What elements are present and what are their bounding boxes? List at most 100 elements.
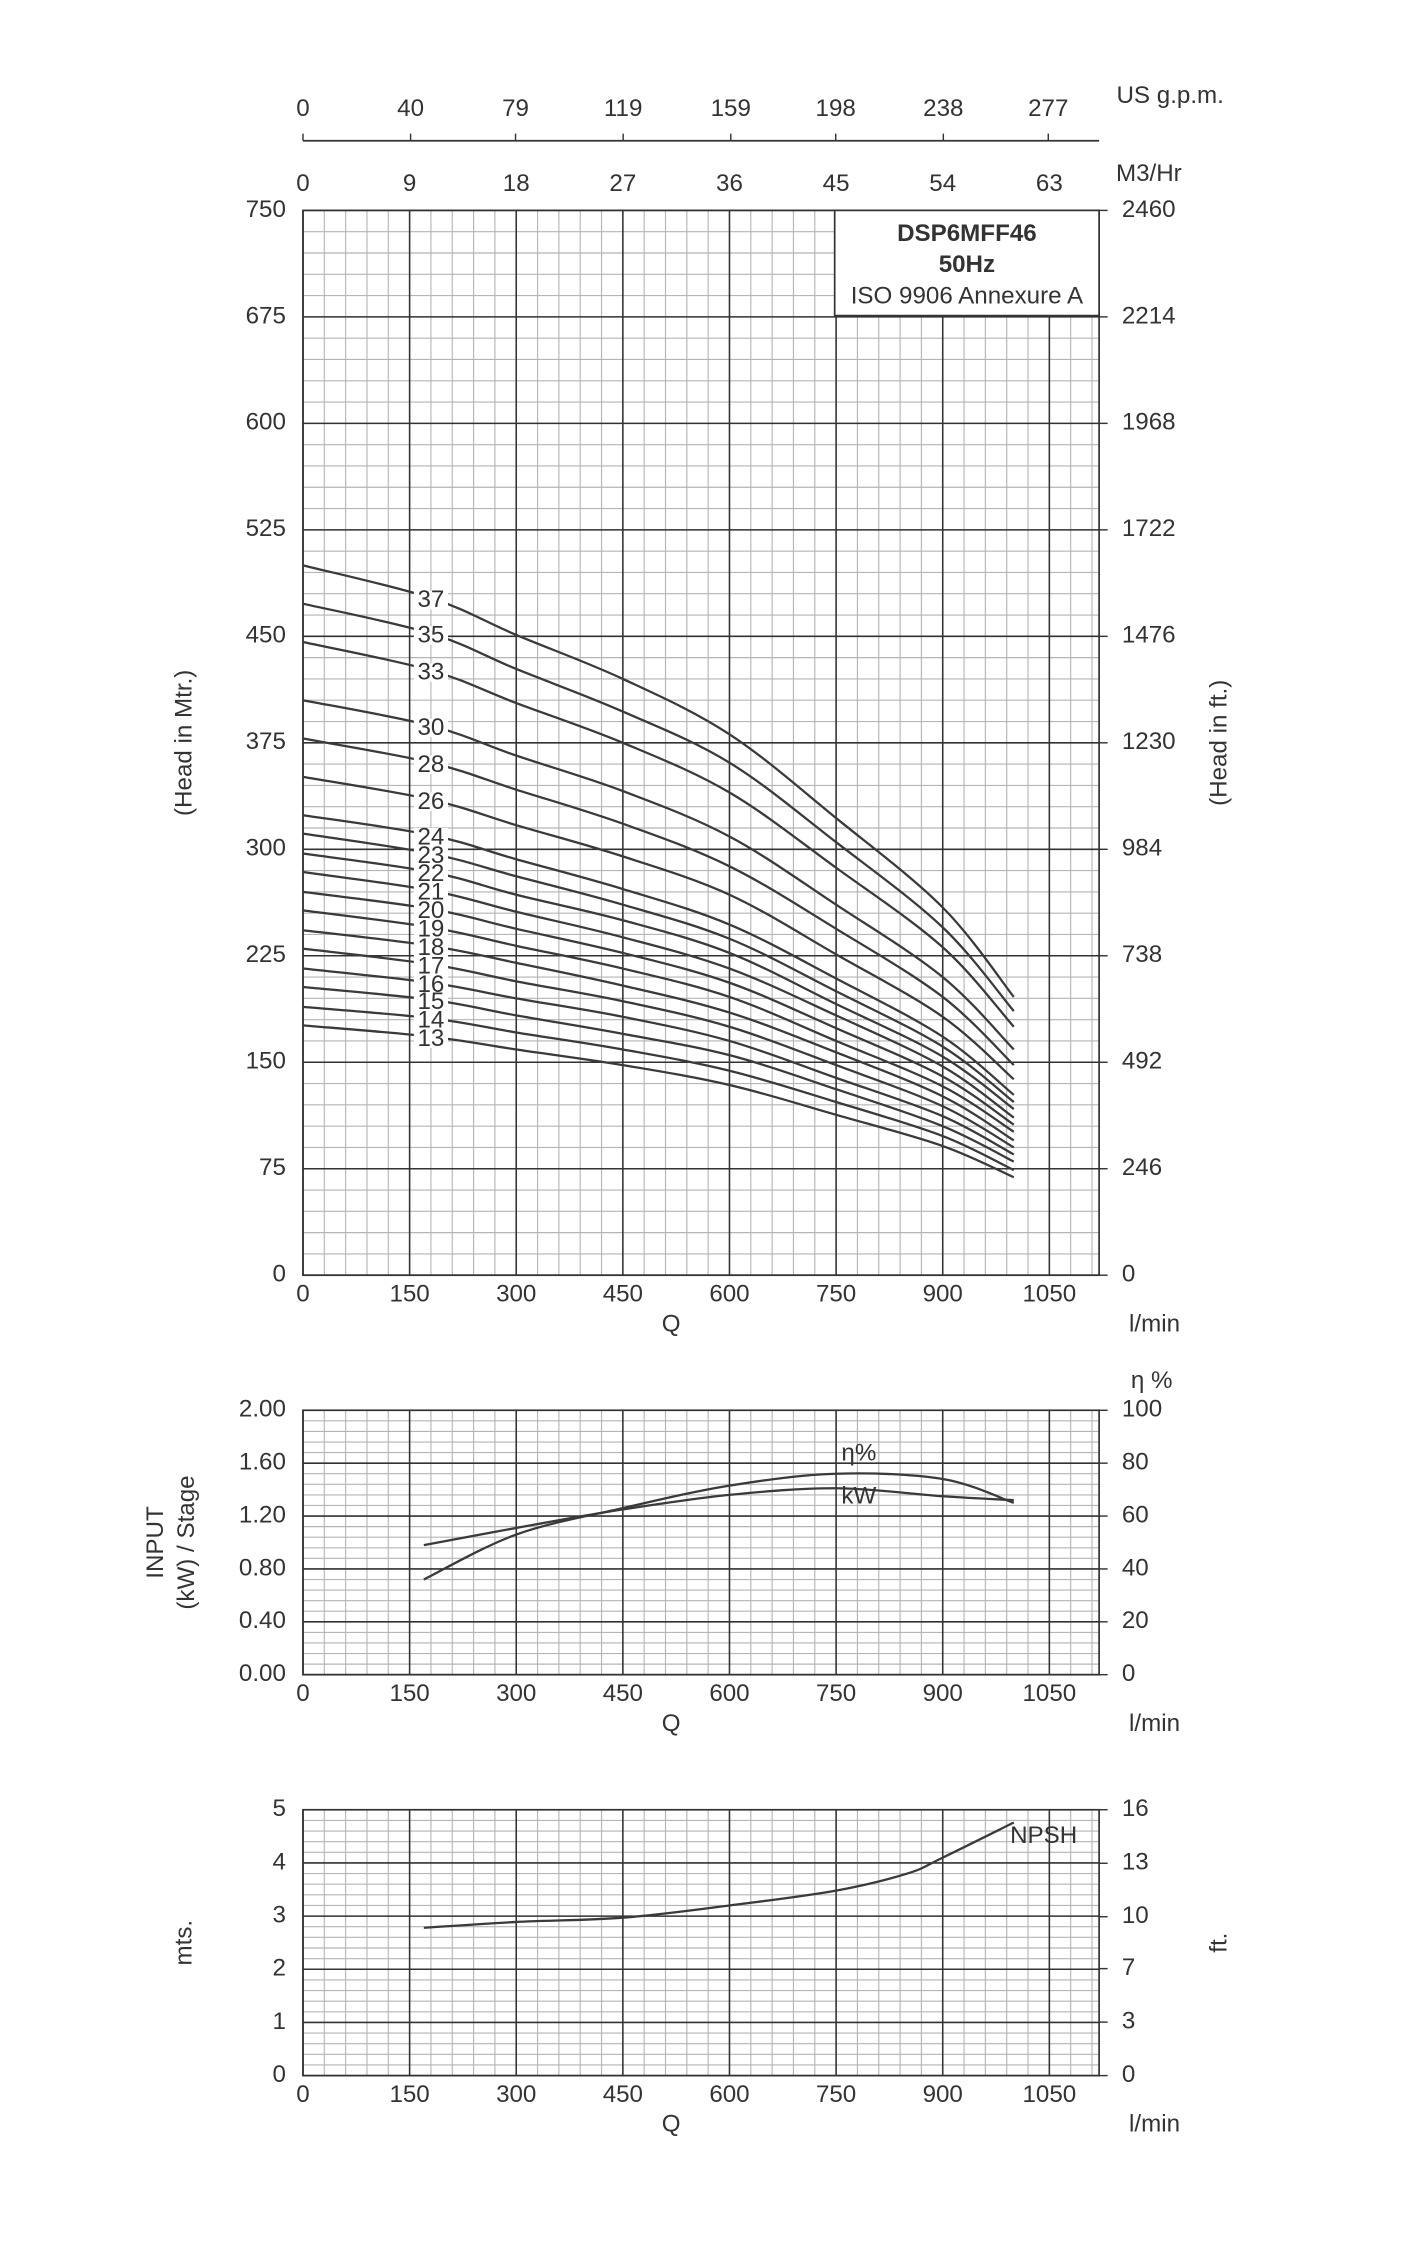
top-tick-label: 27: [609, 170, 636, 197]
series-label: 19: [417, 916, 444, 943]
y-tick-label: 300: [246, 835, 286, 862]
y-tick-label: 450: [246, 622, 286, 649]
series-label-bg: [413, 1029, 448, 1049]
y2-tick-label: 20: [1122, 1607, 1149, 1634]
x-tick-label: 450: [603, 2081, 643, 2108]
series-label: 28: [417, 751, 444, 778]
y2-tick-label: 1230: [1122, 728, 1176, 755]
y2-tick-label: 2460: [1122, 196, 1176, 223]
series-label: 22: [417, 860, 444, 887]
x-tick-label: 300: [496, 1680, 536, 1707]
x-axis-unit: l/min: [1129, 1710, 1180, 1737]
top-axis-label: M3/Hr: [1116, 160, 1182, 187]
top-axis-label: US g.p.m.: [1116, 82, 1223, 109]
top-tick-label: 40: [397, 95, 424, 122]
series-label: kW: [841, 1482, 876, 1509]
series-label-bg: [413, 792, 448, 811]
x-axis-unit: l/min: [1129, 2111, 1180, 2138]
top-tick-label: 54: [929, 170, 956, 197]
series-label: 21: [417, 879, 444, 906]
series-label-bg: [413, 626, 448, 645]
series-label-bg: [413, 755, 448, 775]
y-tick-label: 600: [246, 409, 286, 436]
series-label-bg: [413, 938, 448, 958]
series-label-bg: [413, 883, 448, 902]
series-label: 33: [417, 659, 444, 686]
y2-tick-label: 16: [1122, 1795, 1149, 1822]
top-tick-label: 159: [711, 95, 751, 122]
series-label: 35: [417, 622, 444, 649]
y2-axis-label: (Head in ft.): [1205, 680, 1232, 806]
x-tick-label: 900: [923, 1280, 963, 1307]
y-tick-label: 2.00: [239, 1396, 286, 1423]
plot-area: [302, 1410, 1100, 1675]
series-label: 24: [417, 823, 444, 850]
y-axis-label: INPUT: [142, 1506, 169, 1579]
y2-tick-label: 984: [1122, 835, 1162, 862]
series-label: 13: [417, 1025, 444, 1052]
title-box: [833, 209, 1100, 317]
top-tick-label: 277: [1028, 95, 1068, 122]
x-tick-label: 750: [816, 2081, 856, 2108]
y2-tick-label: 0: [1122, 1660, 1135, 1687]
series-label-bg: [413, 718, 448, 738]
x-tick-label: 0: [296, 1680, 309, 1707]
y-axis-label: mts.: [170, 1920, 197, 1966]
x-tick-label: 150: [389, 2081, 429, 2108]
series-label-bg: [413, 663, 448, 682]
top-tick-label: 0: [296, 95, 309, 122]
series-label: 30: [417, 714, 444, 741]
plot-border: [302, 1409, 1100, 1676]
series-label-bg: [413, 827, 448, 847]
series-label-bg: [413, 992, 448, 1012]
x-tick-label: 150: [389, 1680, 429, 1707]
title-box-line: ISO 9906 Annexure A: [851, 282, 1084, 309]
y2-tick-label: 492: [1122, 1048, 1162, 1075]
series-label: η%: [841, 1440, 876, 1467]
y-tick-label: 75: [259, 1154, 286, 1181]
x-axis-unit: l/min: [1129, 1310, 1180, 1337]
top-tick-label: 198: [816, 95, 856, 122]
x-tick-label: 600: [709, 1680, 749, 1707]
x-tick-label: 300: [496, 2081, 536, 2108]
y-tick-label: 150: [246, 1048, 286, 1075]
y2-tick-label: 1722: [1122, 515, 1176, 542]
top-tick-label: 63: [1036, 170, 1063, 197]
y2-tick-label: 1476: [1122, 622, 1176, 649]
y2-tick-label: 10: [1122, 1902, 1149, 1929]
series-label-bg: [413, 1011, 448, 1030]
y2-tick-label: 1968: [1122, 409, 1176, 436]
series-line: [423, 1821, 1015, 1929]
series-label: 15: [417, 988, 444, 1015]
y2-tick-label: 0: [1122, 1261, 1135, 1288]
y-tick-label: 1.60: [239, 1449, 286, 1476]
x-tick-label: 600: [709, 2081, 749, 2108]
top-tick-label: 79: [502, 95, 529, 122]
y2-tick-label: 7: [1122, 1954, 1135, 1981]
y-tick-label: 225: [246, 941, 286, 968]
x-tick-label: 300: [496, 1280, 536, 1307]
y2-tick-label: 738: [1122, 941, 1162, 968]
x-tick-label: 900: [923, 1680, 963, 1707]
title-box-line: DSP6MFF46: [897, 220, 1037, 247]
y2-tick-label: 60: [1122, 1501, 1149, 1528]
y-tick-label: 0.40: [239, 1607, 286, 1634]
y2-axis-label: ft.: [1205, 1933, 1232, 1953]
y-tick-label: 0: [272, 1261, 285, 1288]
y-tick-label: 675: [246, 302, 286, 329]
x-tick-label: 750: [816, 1280, 856, 1307]
series-label-bg: [413, 957, 448, 976]
title-box-line: 50Hz: [939, 251, 995, 278]
series-line: [423, 1472, 1015, 1581]
y2-tick-label: 40: [1122, 1554, 1149, 1581]
x-tick-label: 1050: [1022, 2081, 1076, 2108]
top-tick-label: 18: [503, 170, 530, 197]
y-tick-label: 0: [272, 2061, 285, 2088]
y-tick-label: 2: [272, 1955, 285, 1982]
series-label-bg: [413, 920, 448, 939]
x-tick-label: 750: [816, 1680, 856, 1707]
x-axis-label: Q: [662, 2111, 681, 2138]
y-tick-label: 0.80: [239, 1554, 286, 1581]
